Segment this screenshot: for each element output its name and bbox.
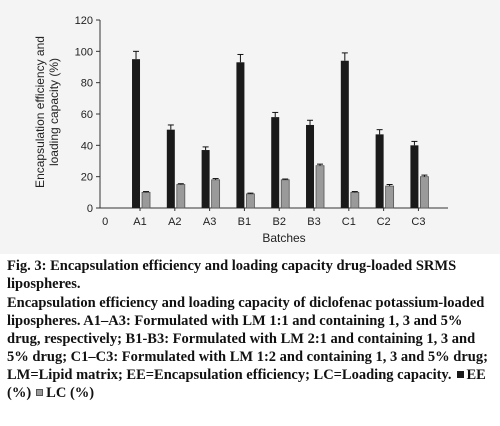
ee-bar <box>201 150 210 208</box>
legend-ee-label: EE (%) <box>7 367 486 401</box>
y-tick-label: 20 <box>81 172 93 184</box>
y-tick-label: 0 <box>87 203 93 215</box>
y-axis-title-line: loading capacity (%) <box>47 58 61 166</box>
lc-bar <box>280 179 290 209</box>
bar-chart: 0 20 40 60 80 100 120 0 A1 A2 A3 B1 B2 B3 C1 C2 C3 Encaps… <box>33 15 448 245</box>
lc-bar <box>176 184 186 209</box>
ee-bar <box>132 59 141 208</box>
x-tick-label: B1 <box>238 216 251 228</box>
figure-caption: Fig. 3: Encapsulation efficiency and loa… <box>7 257 495 402</box>
lc-bar <box>315 165 325 209</box>
x-tick-label: B2 <box>272 216 285 228</box>
y-axis-title-line: Encapsulation efficiency and <box>33 36 47 188</box>
ee-bar <box>166 129 175 208</box>
x-tick-label: C3 <box>411 216 425 228</box>
legend-lc-label: LC (%) <box>46 385 95 401</box>
x-tick-label: A1 <box>133 216 146 228</box>
ee-bar <box>271 117 280 208</box>
caption-body: Encapsulation efficiency and loading cap… <box>7 294 495 402</box>
x-tick-label: A3 <box>203 216 216 228</box>
x-tick-label: B3 <box>307 216 320 228</box>
ee-bar <box>340 60 349 208</box>
ee-bar <box>375 134 384 208</box>
lc-bar <box>141 191 151 209</box>
lc-bar <box>211 179 221 209</box>
lc-bar <box>246 193 255 209</box>
lc-bar <box>385 185 395 209</box>
caption-body-text: Encapsulation efficiency and loading cap… <box>7 295 488 383</box>
ee-bar <box>306 124 315 208</box>
x-axis-title: Batches <box>262 231 305 245</box>
legend-ee-swatch <box>456 371 464 378</box>
ee-bar <box>236 62 245 208</box>
y-tick-label: 40 <box>81 140 93 152</box>
lc-bar <box>420 176 429 209</box>
y-tick-label: 120 <box>75 15 93 27</box>
x-origin-label: 0 <box>102 216 108 228</box>
x-tick-label: C2 <box>377 216 391 228</box>
y-tick-label: 60 <box>81 109 93 121</box>
y-tick-label: 100 <box>75 46 93 58</box>
chart-bars <box>132 50 429 209</box>
legend-lc-swatch <box>36 389 44 396</box>
ee-bar <box>410 145 419 208</box>
chart-panel: 0 20 40 60 80 100 120 0 A1 A2 A3 B1 B2 B3 C1 C2 C3 Encaps… <box>0 0 500 254</box>
lc-bar <box>350 191 360 209</box>
x-tick-label: C1 <box>342 216 356 228</box>
chart-labels: 0 20 40 60 80 100 120 0 A1 A2 A3 B1 B2 B3 C1 C2 C3 Encaps… <box>33 15 425 245</box>
y-tick-label: 80 <box>81 78 93 90</box>
x-tick-label: A2 <box>168 216 181 228</box>
caption-title: Fig. 3: Encapsulation efficiency and loa… <box>7 258 457 292</box>
